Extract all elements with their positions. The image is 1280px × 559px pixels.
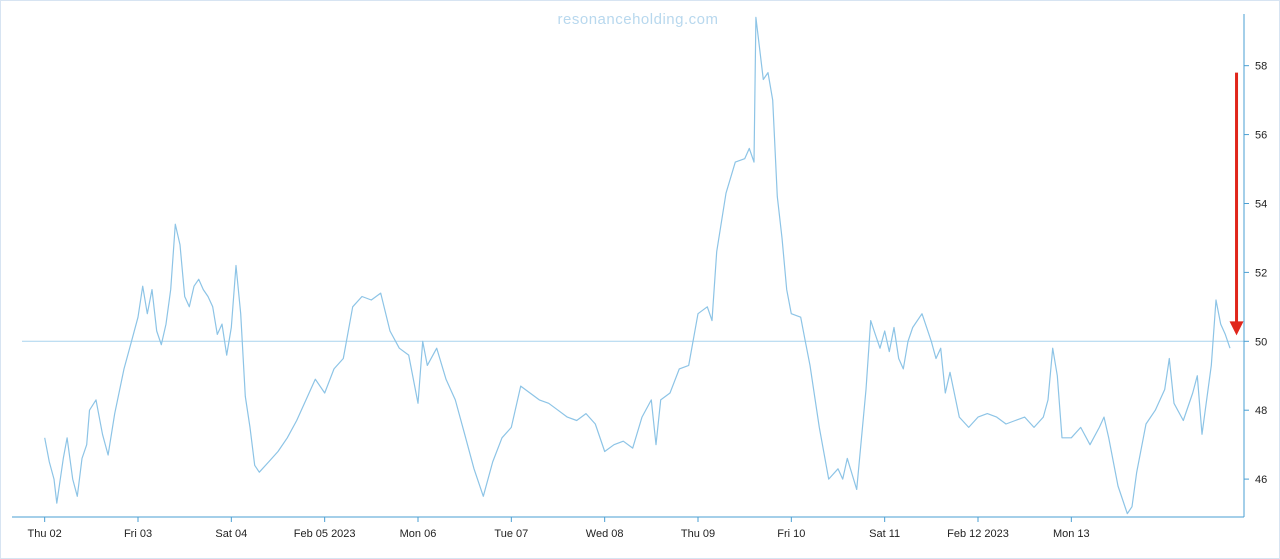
- down-arrow-annotation: [1229, 72, 1244, 336]
- watermark-text: resonanceholding.com: [558, 11, 719, 28]
- y-tick-label: 54: [1255, 198, 1267, 210]
- x-tick-label: Thu 09: [681, 528, 715, 540]
- arrow-head: [1229, 321, 1244, 336]
- y-tick-label: 48: [1255, 405, 1267, 417]
- y-tick-label: 46: [1255, 474, 1267, 486]
- x-tick-label: Sat 11: [869, 528, 900, 540]
- x-tick-label: Feb 12 2023: [947, 528, 1009, 540]
- y-axis-ticks: 46 48 50 52 54 56 58: [1244, 61, 1267, 486]
- x-tick-label: Thu 02: [28, 528, 62, 540]
- x-tick-label: Feb 05 2023: [294, 528, 356, 540]
- x-tick-label: Mon 06: [400, 528, 437, 540]
- y-tick-label: 50: [1255, 336, 1267, 348]
- x-axis-ticks: Thu 02 Fri 03 Sat 04 Feb 05 2023 Mon 06 Tue 0…: [28, 517, 1090, 540]
- y-tick-label: 52: [1255, 267, 1267, 279]
- y-tick-label: 58: [1255, 61, 1267, 73]
- x-tick-label: Fri 10: [777, 528, 805, 540]
- y-tick-label: 56: [1255, 130, 1267, 142]
- x-tick-label: Wed 08: [586, 528, 624, 540]
- x-tick-label: Tue 07: [494, 528, 528, 540]
- x-tick-label: Fri 03: [124, 528, 152, 540]
- x-tick-label: Mon 13: [1053, 528, 1090, 540]
- x-tick-label: Sat 04: [215, 528, 247, 540]
- series-line: [44, 16, 1231, 515]
